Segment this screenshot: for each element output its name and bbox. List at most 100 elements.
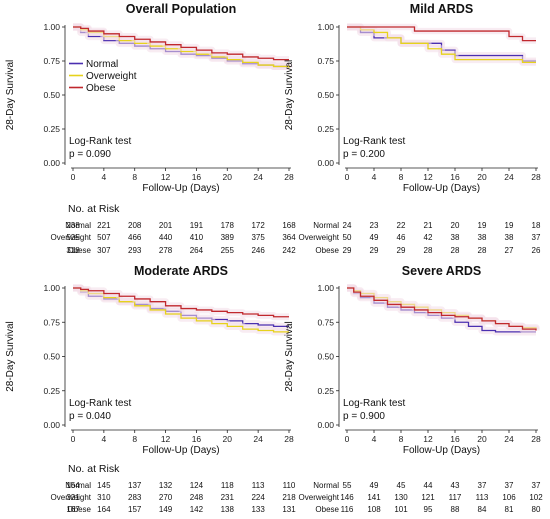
y-tick-label: 1.00 [317, 22, 334, 32]
x-tick-label: 8 [399, 434, 404, 444]
risk-cell: 110 [283, 481, 296, 490]
risk-cell: 221 [97, 221, 111, 230]
risk-cell: 116 [341, 505, 354, 514]
risk-row-label: Normal [65, 221, 91, 230]
x-tick-label: 24 [253, 434, 263, 444]
x-tick-label: 16 [450, 172, 460, 182]
log-rank-annotation: Log-Rank test [343, 398, 405, 409]
risk-row-label: Obese [67, 505, 91, 514]
risk-cell: 37 [532, 233, 541, 242]
x-tick-label: 24 [253, 172, 263, 182]
risk-row-label: Overweight [51, 493, 92, 502]
y-tick-label: 1.00 [43, 283, 60, 293]
risk-cell: 307 [97, 246, 111, 255]
risk-row-label: Normal [65, 481, 91, 490]
risk-cell: 124 [190, 481, 204, 490]
risk-cell: 131 [282, 505, 296, 514]
risk-cell: 88 [451, 505, 460, 514]
x-tick-label: 16 [192, 434, 202, 444]
risk-cell: 466 [128, 233, 142, 242]
risk-cell: 118 [221, 481, 234, 490]
risk-row-label: Normal [313, 221, 339, 230]
risk-row-label: Overweight [51, 233, 92, 242]
risk-cell: 101 [394, 505, 408, 514]
risk-cell: 264 [190, 246, 204, 255]
y-tick-label: 0.50 [43, 90, 60, 100]
y-tick-label: 0.75 [43, 317, 60, 327]
risk-row-label: Overweight [299, 493, 340, 502]
risk-cell: 283 [128, 493, 142, 502]
risk-cell: 108 [367, 505, 381, 514]
x-tick-label: 20 [223, 434, 233, 444]
risk-cell: 142 [190, 505, 204, 514]
risk-cell: 50 [343, 233, 352, 242]
risk-cell: 201 [159, 221, 173, 230]
x-tick-label: 20 [223, 172, 233, 182]
risk-cell: 149 [159, 505, 173, 514]
risk-cell: 24 [343, 221, 352, 230]
y-tick-label: 0.00 [43, 158, 60, 168]
risk-cell: 27 [505, 246, 514, 255]
risk-cell: 270 [159, 493, 173, 502]
risk-cell: 238 [66, 221, 80, 230]
risk-cell: 121 [421, 493, 435, 502]
risk-cell: 375 [251, 233, 265, 242]
y-tick-label: 0.00 [43, 420, 60, 430]
risk-cell: 410 [190, 233, 204, 242]
risk-cell: 146 [340, 493, 354, 502]
x-tick-label: 16 [450, 434, 460, 444]
risk-cell: 29 [397, 246, 406, 255]
risk-cell: 208 [128, 221, 142, 230]
x-tick-label: 28 [531, 434, 541, 444]
risk-cell: 19 [478, 221, 487, 230]
risk-cell: 321 [66, 493, 80, 502]
risk-cell: 154 [66, 481, 80, 490]
risk-cell: 38 [451, 233, 460, 242]
risk-cell: 102 [529, 493, 543, 502]
risk-table-title: No. at Risk [68, 463, 120, 475]
risk-cell: 22 [397, 221, 406, 230]
risk-cell: 23 [370, 221, 379, 230]
x-tick-label: 12 [161, 434, 171, 444]
risk-cell: 43 [451, 481, 460, 490]
risk-cell: 310 [97, 493, 111, 502]
log-rank-annotation: p = 0.900 [343, 411, 385, 422]
y-tick-label: 0.25 [317, 124, 334, 134]
risk-cell: 132 [159, 481, 173, 490]
log-rank-annotation: Log-Rank test [69, 136, 131, 147]
x-tick-label: 8 [132, 172, 137, 182]
risk-cell: 37 [505, 481, 514, 490]
risk-cell: 37 [532, 481, 541, 490]
risk-cell: 167 [66, 505, 80, 514]
risk-row-label: Obese [67, 246, 91, 255]
log-rank-annotation: p = 0.200 [343, 149, 385, 160]
x-tick-label: 12 [161, 172, 171, 182]
chart-title: Moderate ARDS [134, 264, 228, 278]
risk-cell: 242 [282, 246, 296, 255]
x-tick-label: 24 [504, 172, 514, 182]
risk-cell: 55 [343, 481, 352, 490]
risk-cell: 28 [451, 246, 460, 255]
x-tick-label: 28 [284, 434, 294, 444]
risk-cell: 231 [221, 493, 235, 502]
risk-cell: 38 [478, 233, 487, 242]
risk-cell: 389 [221, 233, 235, 242]
risk-cell: 172 [251, 221, 265, 230]
y-tick-label: 0.00 [317, 420, 334, 430]
x-tick-label: 4 [101, 434, 106, 444]
risk-cell: 248 [190, 493, 204, 502]
y-tick-label: 0.50 [317, 352, 334, 362]
risk-cell: 20 [451, 221, 460, 230]
y-tick-label: 0.75 [317, 317, 334, 327]
x-tick-label: 4 [372, 172, 377, 182]
risk-cell: 38 [505, 233, 514, 242]
y-tick-label: 0.50 [43, 352, 60, 362]
chart-title: Severe ARDS [402, 264, 481, 278]
risk-cell: 117 [449, 493, 462, 502]
x-tick-label: 20 [477, 172, 487, 182]
chart-title: Overall Population [126, 2, 236, 16]
x-tick-label: 8 [399, 172, 404, 182]
x-tick-label: 12 [423, 172, 433, 182]
risk-cell: 113 [476, 493, 489, 502]
